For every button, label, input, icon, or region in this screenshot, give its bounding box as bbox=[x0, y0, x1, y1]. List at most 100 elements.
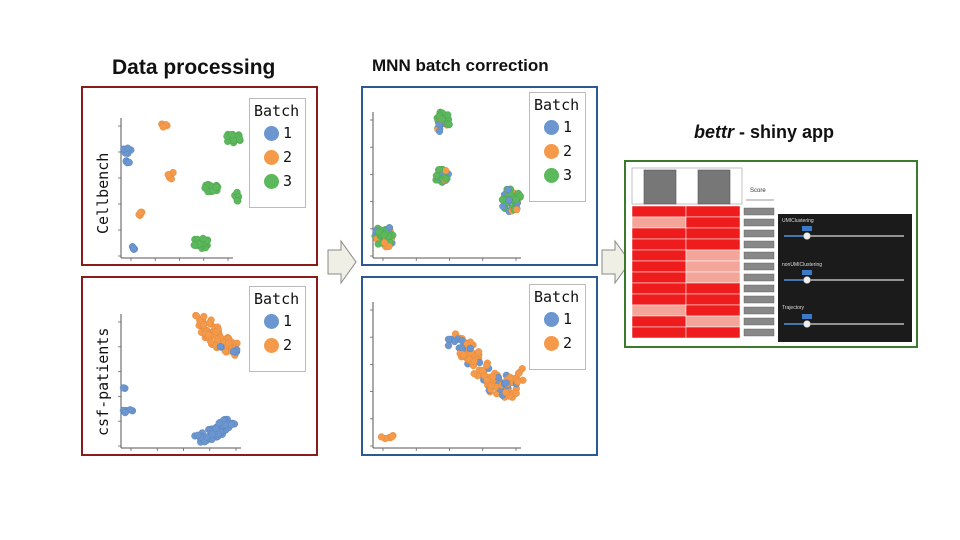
data-point bbox=[228, 130, 236, 139]
legend-title: Batch bbox=[534, 288, 580, 306]
heatmap-cell bbox=[685, 293, 741, 306]
score-label: Score bbox=[750, 188, 766, 194]
data-point bbox=[475, 348, 483, 356]
data-point bbox=[505, 196, 513, 204]
data-point bbox=[164, 171, 172, 179]
batch-legend: Batch 1 2 3 bbox=[529, 92, 586, 202]
heatmap-cell bbox=[685, 238, 741, 251]
csf-raw-panel: csf-patients Batch 1 2 bbox=[81, 276, 318, 456]
heatmap-cell bbox=[631, 216, 687, 229]
bettr-app-screenshot bbox=[631, 167, 912, 342]
cellbench-raw-plot bbox=[118, 118, 244, 261]
heatmap-cell bbox=[685, 216, 741, 229]
data-point bbox=[201, 184, 209, 192]
heatmap-cell bbox=[685, 205, 741, 218]
legend-item-1: 1 bbox=[530, 115, 585, 139]
slider-label: UMIClustering bbox=[782, 218, 814, 224]
slider-handle bbox=[803, 232, 811, 240]
slider-value-tag bbox=[802, 270, 812, 275]
data-point bbox=[192, 312, 201, 320]
data-point bbox=[494, 373, 503, 382]
batch-2-swatch bbox=[544, 335, 559, 351]
data-point bbox=[502, 388, 510, 396]
settings-panel bbox=[778, 214, 912, 342]
data-point bbox=[375, 228, 383, 236]
data-point bbox=[125, 158, 133, 167]
data-point bbox=[227, 421, 236, 429]
arrow-right-icon bbox=[601, 239, 631, 285]
data-point bbox=[377, 433, 386, 441]
legend-label: 2 bbox=[563, 334, 573, 352]
data-point bbox=[121, 409, 129, 417]
batch-1-swatch bbox=[264, 313, 279, 329]
slider-label: nonUMIClustering bbox=[782, 262, 823, 268]
legend-item-3: 3 bbox=[250, 169, 305, 193]
data-point bbox=[208, 430, 216, 438]
batch-2-swatch bbox=[264, 149, 279, 165]
legend-label: 2 bbox=[563, 142, 573, 160]
data-point bbox=[513, 206, 521, 214]
heatmap-cell bbox=[631, 315, 687, 328]
heatmap-cell bbox=[631, 326, 687, 339]
data-point bbox=[470, 370, 478, 378]
legend-item-1: 1 bbox=[250, 309, 305, 333]
legend-label: 2 bbox=[283, 148, 293, 166]
data-point bbox=[444, 342, 453, 350]
legend-label: 1 bbox=[563, 118, 573, 136]
score-bar bbox=[743, 306, 775, 315]
legend-label: 1 bbox=[563, 310, 573, 328]
data-point bbox=[502, 379, 510, 387]
cellbench-mnn-panel: Batch 1 2 3 bbox=[361, 86, 598, 266]
score-bar bbox=[743, 273, 775, 282]
score-bar bbox=[743, 218, 775, 227]
batch-legend: Batch 1 2 bbox=[529, 284, 586, 370]
score-bar bbox=[743, 262, 775, 271]
bettr-name: bettr bbox=[694, 122, 734, 142]
data-point bbox=[450, 337, 459, 346]
heatmap-cell bbox=[631, 238, 687, 251]
heatmap-cell bbox=[685, 249, 741, 262]
legend-item-1: 1 bbox=[250, 121, 305, 145]
slider-value-tag bbox=[802, 226, 812, 231]
csf-label: csf-patients bbox=[94, 327, 112, 436]
data-point bbox=[438, 115, 446, 123]
arrow-right-icon bbox=[327, 239, 357, 285]
data-point bbox=[498, 196, 506, 204]
heatmap-cell bbox=[685, 282, 741, 295]
score-bar bbox=[743, 317, 775, 326]
heatmap-cell bbox=[631, 249, 687, 262]
data-point bbox=[212, 183, 220, 191]
score-bar bbox=[743, 284, 775, 293]
bettr-title: bettr - shiny app bbox=[694, 122, 834, 143]
cellbench-mnn-plot bbox=[370, 108, 524, 261]
data-point bbox=[194, 431, 202, 439]
data-point bbox=[442, 175, 450, 183]
score-bar bbox=[743, 229, 775, 238]
cellbench-label: Cellbench bbox=[94, 152, 112, 234]
legend-label: 1 bbox=[283, 124, 293, 142]
score-bar bbox=[743, 295, 775, 304]
batch-3-swatch bbox=[264, 173, 279, 189]
data-point bbox=[190, 241, 198, 249]
data-point bbox=[199, 321, 208, 329]
data-point bbox=[200, 312, 208, 321]
score-bar bbox=[743, 207, 775, 216]
legend-label: 1 bbox=[283, 312, 293, 330]
data-point bbox=[488, 373, 497, 381]
legend-item-2: 2 bbox=[250, 333, 305, 357]
batch-2-swatch bbox=[264, 337, 279, 353]
batch-legend: Batch 1 2 3 bbox=[249, 98, 306, 208]
slider-handle bbox=[803, 276, 811, 284]
data-point bbox=[215, 419, 223, 427]
data-point bbox=[466, 344, 474, 353]
legend-item-2: 2 bbox=[250, 145, 305, 169]
data-point bbox=[374, 240, 382, 248]
legend-label: 3 bbox=[563, 166, 573, 184]
heatmap-cell bbox=[685, 315, 741, 328]
heatmap-cell bbox=[685, 260, 741, 273]
data-point bbox=[216, 343, 224, 351]
csf-mnn-panel: Batch 1 2 bbox=[361, 276, 598, 456]
data-point bbox=[225, 339, 233, 347]
bettr-app-panel: Score UMIClustering nonUMIClustering Tra… bbox=[624, 160, 918, 348]
legend-title: Batch bbox=[254, 290, 300, 308]
